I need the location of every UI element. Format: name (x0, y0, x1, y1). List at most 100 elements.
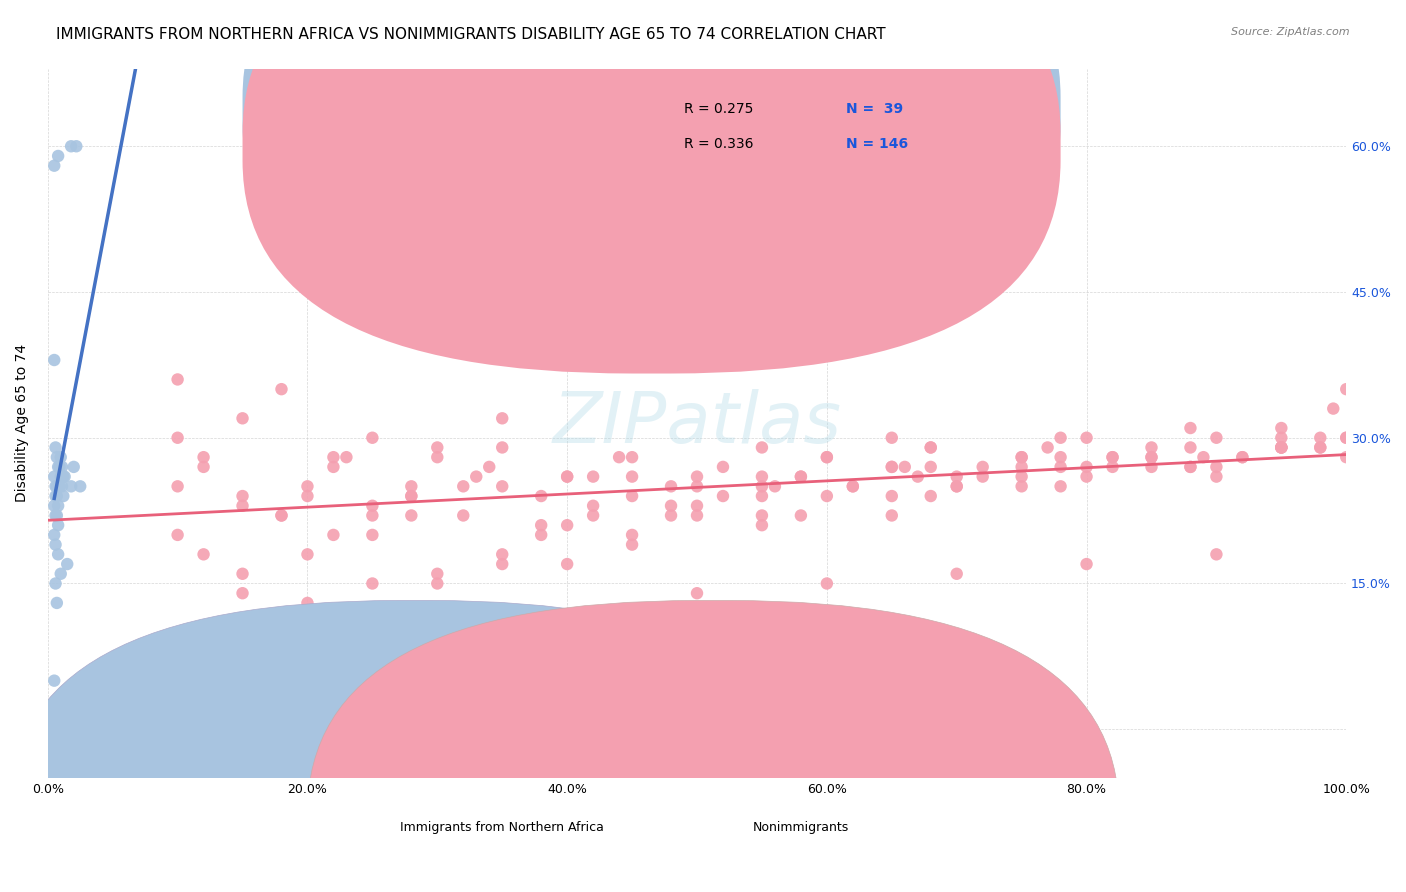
Point (51, 479, 73, 493)
Point (1036, 441, 1059, 455)
Point (621, 538, 644, 552)
Text: Nonimmigrants: Nonimmigrants (752, 821, 849, 834)
Point (56, 557, 79, 571)
Point (44, 528, 66, 542)
Point (1011, 450, 1033, 465)
Point (1232, 450, 1254, 465)
Point (166, 479, 188, 493)
Point (48, 479, 70, 493)
Text: IMMIGRANTS FROM NORTHERN AFRICA VS NONIMMIGRANTS DISABILITY AGE 65 TO 74 CORRELA: IMMIGRANTS FROM NORTHERN AFRICA VS NONIM… (56, 27, 886, 42)
Point (46, 459, 69, 474)
Point (65, 139, 87, 153)
Point (322, 450, 344, 465)
Point (1076, 557, 1098, 571)
Point (49, 450, 72, 465)
Point (1076, 459, 1098, 474)
Point (44, 469, 66, 483)
Point (1011, 450, 1033, 465)
Point (686, 508, 709, 523)
Point (582, 508, 605, 523)
Point (491, 411, 513, 425)
Point (45, 489, 67, 503)
Point (44, 159, 66, 173)
Point (231, 566, 253, 581)
Point (361, 499, 384, 513)
Point (751, 508, 773, 523)
Point (1322, 401, 1344, 416)
Point (401, 489, 423, 503)
Point (1309, 441, 1331, 455)
Point (1192, 450, 1215, 465)
Point (1011, 459, 1033, 474)
Point (1049, 450, 1071, 465)
Point (49, 566, 72, 581)
Point (1180, 441, 1202, 455)
Point (790, 469, 813, 483)
Point (48, 459, 70, 474)
Point (426, 576, 449, 591)
Point (49, 469, 72, 483)
Point (45, 508, 67, 523)
Point (45, 441, 67, 455)
Point (44, 673, 66, 688)
Point (711, 459, 734, 474)
Point (69, 479, 91, 493)
FancyBboxPatch shape (599, 72, 990, 186)
Point (1011, 479, 1033, 493)
Point (621, 469, 644, 483)
Text: ZIPatlas: ZIPatlas (553, 389, 842, 458)
Point (426, 441, 449, 455)
FancyBboxPatch shape (8, 600, 820, 892)
Point (193, 547, 215, 561)
Point (231, 489, 253, 503)
Point (1336, 450, 1358, 465)
Point (361, 576, 384, 591)
Point (686, 479, 709, 493)
Point (361, 528, 384, 542)
Point (1205, 431, 1227, 445)
Point (880, 431, 903, 445)
Point (193, 450, 215, 465)
Point (1140, 441, 1163, 455)
Point (1049, 479, 1071, 493)
Point (607, 450, 630, 465)
Point (582, 469, 605, 483)
Point (166, 528, 188, 542)
Point (426, 450, 449, 465)
Point (880, 459, 903, 474)
Point (815, 450, 838, 465)
Point (1205, 459, 1227, 474)
Point (1270, 441, 1292, 455)
FancyBboxPatch shape (308, 600, 1119, 892)
Point (451, 479, 474, 493)
Point (686, 499, 709, 513)
Y-axis label: Disability Age 65 to 74: Disability Age 65 to 74 (15, 344, 30, 502)
Text: N = 146: N = 146 (846, 137, 908, 152)
Point (1205, 547, 1227, 561)
Point (555, 518, 578, 533)
Point (465, 469, 488, 483)
Text: R = 0.336: R = 0.336 (685, 137, 754, 152)
Point (530, 489, 553, 503)
Point (45, 596, 67, 610)
Point (1101, 450, 1123, 465)
Point (297, 479, 319, 493)
Point (46, 149, 69, 163)
Point (322, 459, 344, 474)
Point (920, 441, 942, 455)
Point (972, 459, 994, 474)
Text: N =  39: N = 39 (846, 102, 904, 116)
Point (491, 557, 513, 571)
Point (751, 469, 773, 483)
Point (1076, 431, 1098, 445)
Point (1205, 469, 1227, 483)
FancyBboxPatch shape (242, 0, 1060, 338)
Point (1336, 431, 1358, 445)
Point (46, 518, 69, 533)
Point (44, 499, 66, 513)
Point (1270, 431, 1292, 445)
Point (1180, 421, 1202, 435)
Point (751, 489, 773, 503)
Point (880, 489, 903, 503)
Point (790, 469, 813, 483)
